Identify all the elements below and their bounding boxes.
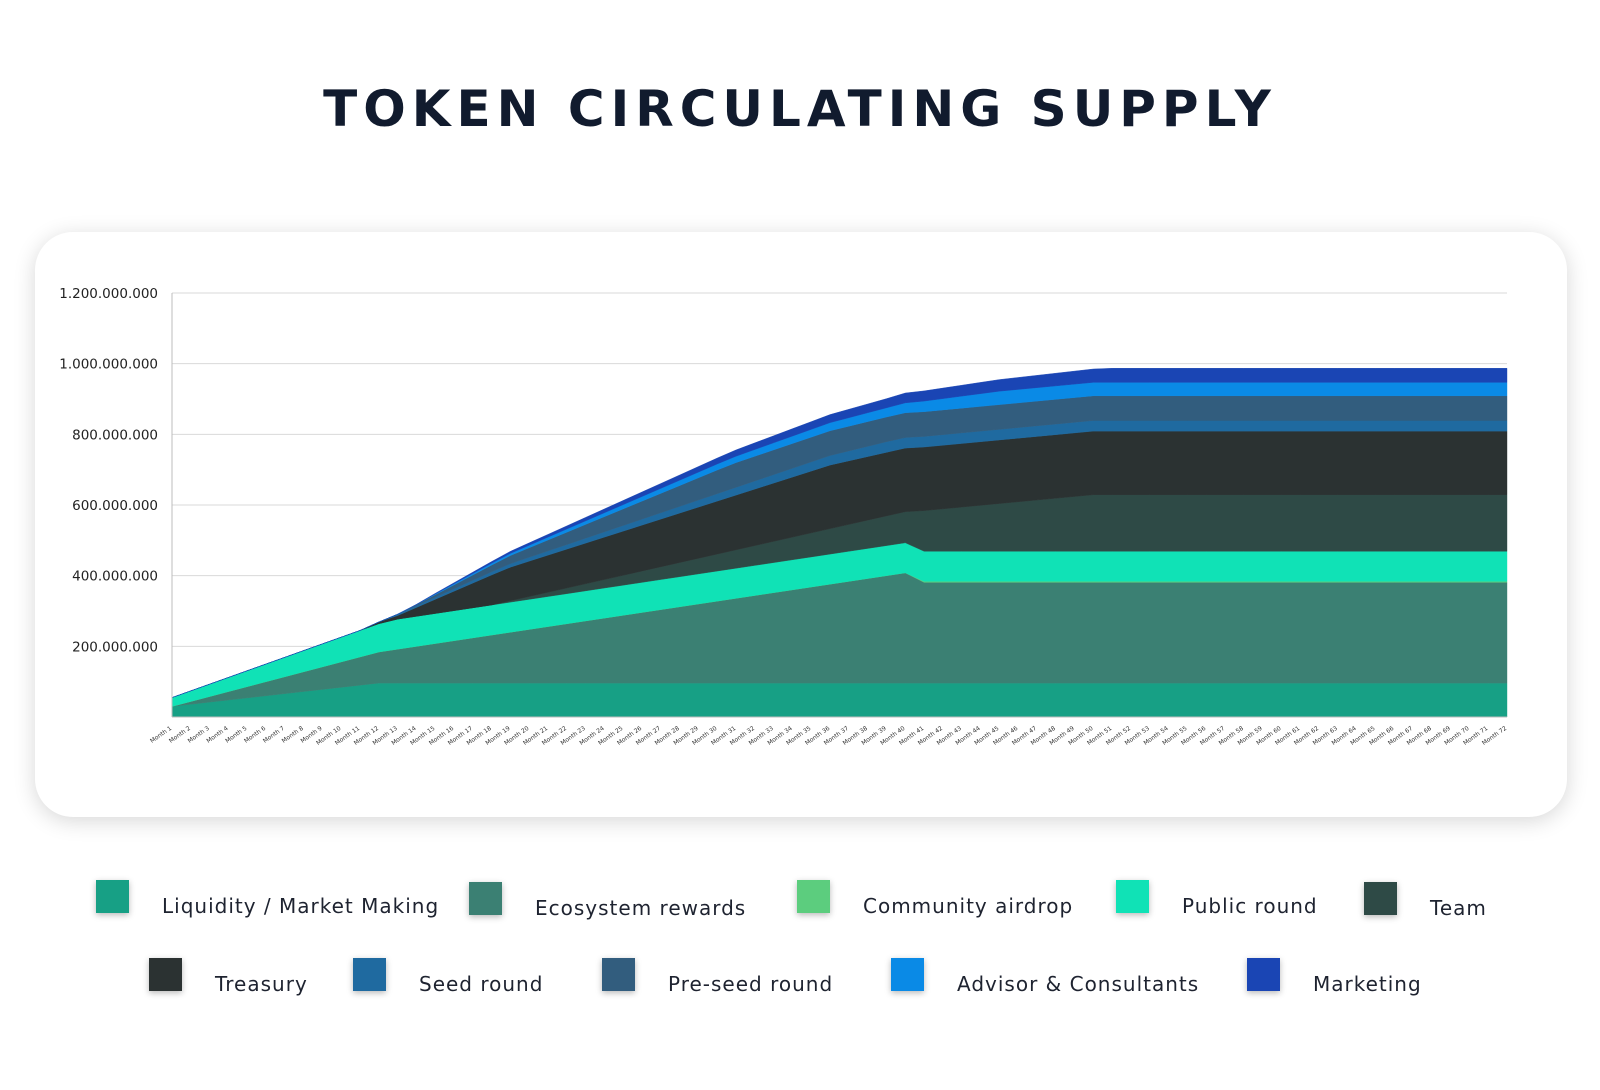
legend-swatch bbox=[96, 880, 129, 913]
legend-label: Advisor & Consultants bbox=[957, 972, 1200, 996]
legend-label: Community airdrop bbox=[863, 894, 1074, 918]
series-areas bbox=[171, 368, 1508, 718]
y-tick-label: 1.000.000.000 bbox=[59, 357, 158, 373]
legend-swatch bbox=[1247, 958, 1280, 991]
legend-label: Public round bbox=[1182, 894, 1318, 918]
y-tick-label: 1.200.000.000 bbox=[59, 286, 158, 302]
y-tick-labels: 200.000.000 400.000.000 600.000.000 800.000… bbox=[59, 286, 158, 655]
legend-swatch bbox=[891, 958, 924, 991]
axes bbox=[171, 293, 1507, 718]
legend-label: Treasury bbox=[215, 972, 308, 996]
y-tick-label: 600.000.000 bbox=[72, 498, 158, 514]
legend-label: Seed round bbox=[419, 972, 544, 996]
legend-swatch bbox=[469, 882, 502, 915]
legend-swatch bbox=[353, 958, 386, 991]
stacked-area-chart: 200.000.000 400.000.000 600.000.000 800.000… bbox=[59, 286, 1508, 747]
legend-label: Ecosystem rewards bbox=[535, 896, 747, 920]
legend-swatch bbox=[149, 958, 182, 991]
series-area-marketing bbox=[171, 368, 1508, 698]
legend-label: Liquidity / Market Making bbox=[162, 894, 440, 918]
legend-label: Team bbox=[1430, 896, 1487, 920]
y-tick-label: 200.000.000 bbox=[72, 639, 158, 655]
legend-swatch bbox=[602, 958, 635, 991]
chart-title: TOKEN CIRCULATING SUPPLY bbox=[323, 80, 1277, 138]
chart-card: 200.000.000 400.000.000 600.000.000 800.000… bbox=[35, 232, 1567, 817]
legend-swatch bbox=[1364, 882, 1397, 915]
legend-label: Marketing bbox=[1313, 972, 1422, 996]
series-area-liquidity-market-making bbox=[171, 682, 1508, 718]
legend-swatch bbox=[1116, 880, 1149, 913]
y-tick-label: 800.000.000 bbox=[72, 427, 158, 443]
legend-label: Pre-seed round bbox=[668, 972, 834, 996]
y-tick-label: 400.000.000 bbox=[72, 569, 158, 585]
legend-swatch bbox=[797, 880, 830, 913]
